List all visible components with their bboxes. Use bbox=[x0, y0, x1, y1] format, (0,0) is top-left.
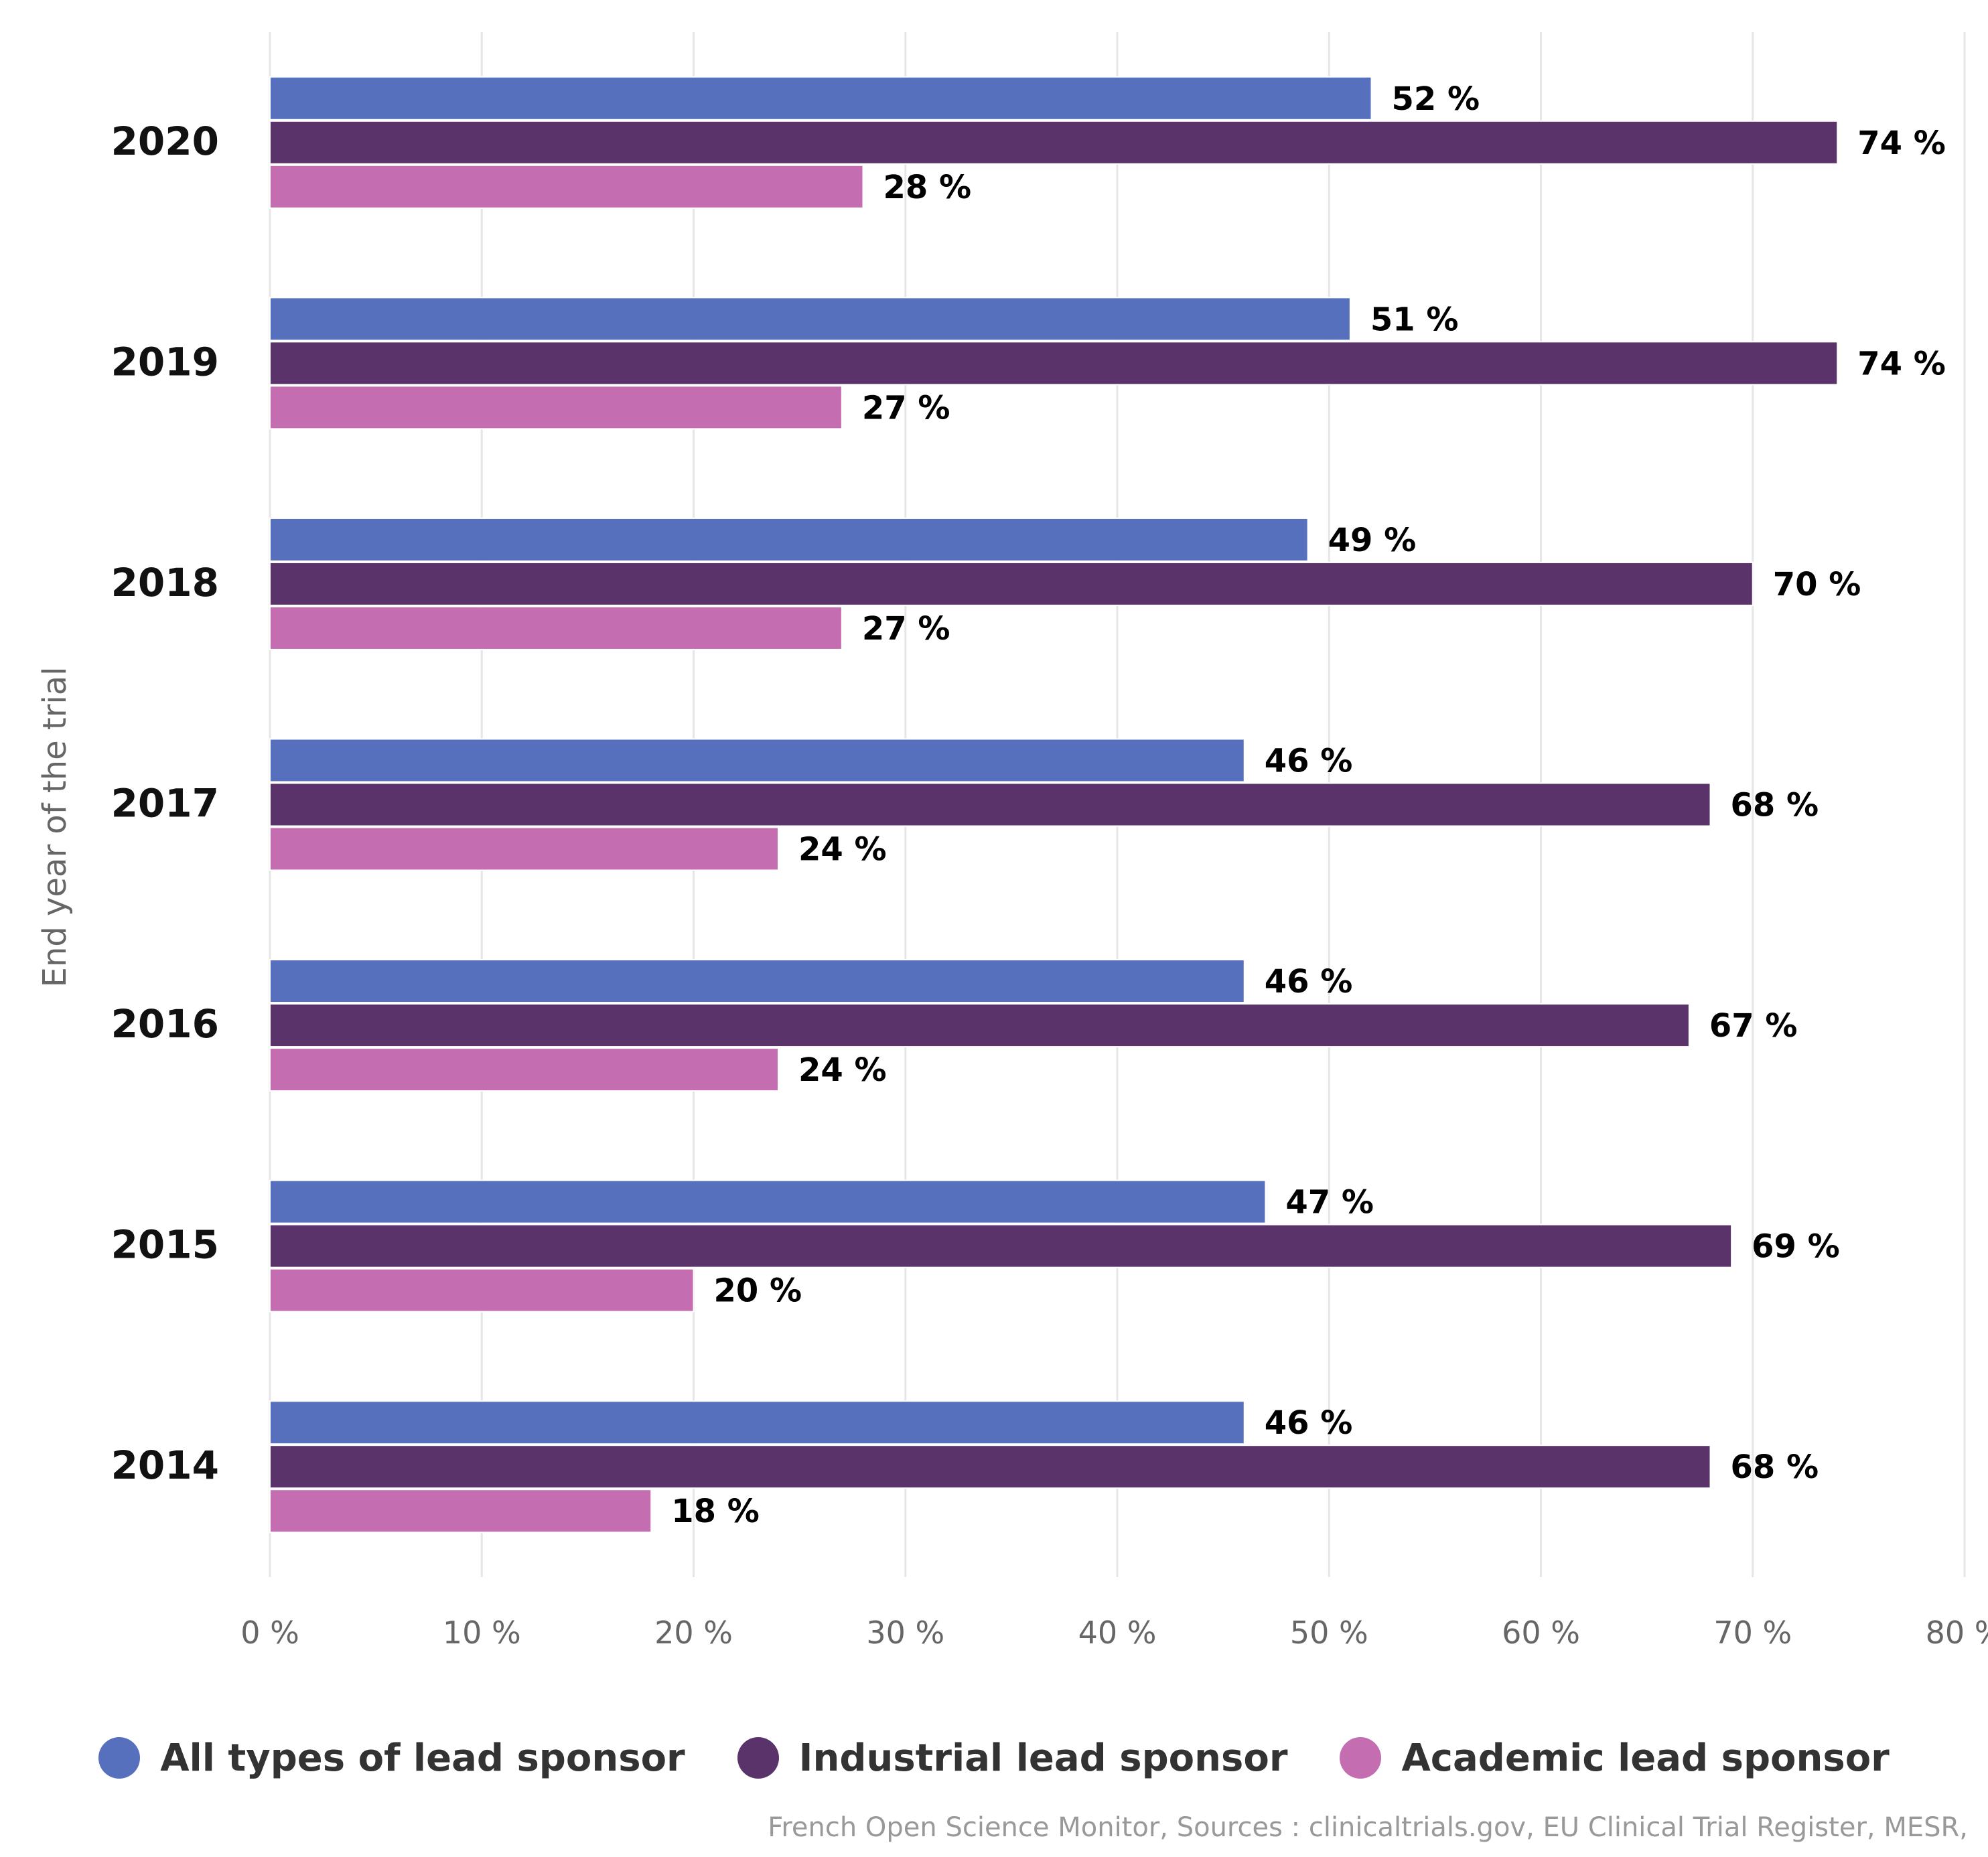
data-label: 68 % bbox=[1731, 787, 1819, 824]
category-label: 2018 bbox=[111, 560, 219, 605]
x-tick-label: 20 % bbox=[654, 1615, 733, 1651]
bar-academic-2019[interactable] bbox=[269, 385, 843, 430]
data-label: 18 % bbox=[671, 1493, 760, 1530]
bar-industrial-2015[interactable] bbox=[269, 1223, 1733, 1268]
data-label: 27 % bbox=[862, 610, 950, 648]
category-label: 2017 bbox=[111, 781, 219, 826]
bar-industrial-2017[interactable] bbox=[269, 782, 1711, 827]
legend-item-industrial[interactable]: Industrial lead sponsor bbox=[737, 1736, 1288, 1780]
bar-academic-2020[interactable] bbox=[269, 164, 864, 209]
bar-all-types-2020[interactable] bbox=[269, 76, 1372, 121]
data-label: 49 % bbox=[1328, 522, 1417, 559]
legend-marker-all-types bbox=[98, 1737, 141, 1779]
legend-marker-industrial bbox=[737, 1737, 779, 1779]
bar-industrial-2014[interactable] bbox=[269, 1444, 1711, 1489]
bar-all-types-2018[interactable] bbox=[269, 517, 1309, 562]
y-axis-title: End year of the trial bbox=[36, 666, 74, 988]
credits[interactable]: French Open Science Monitor, Sources : c… bbox=[768, 1812, 1968, 1843]
legend-item-academic[interactable]: Academic lead sponsor bbox=[1340, 1736, 1890, 1780]
data-label: 52 % bbox=[1392, 80, 1480, 118]
data-label: 46 % bbox=[1265, 743, 1353, 780]
data-label: 74 % bbox=[1857, 345, 1946, 382]
x-tick-labels: 0 % 10 % 20 % 30 % 40 % 50 % 60 % 70 % 80 % bbox=[240, 1615, 1988, 1651]
data-label: 20 % bbox=[714, 1272, 802, 1310]
data-label: 28 % bbox=[883, 169, 972, 206]
bar-all-types-2017[interactable] bbox=[269, 738, 1245, 783]
data-label: 51 % bbox=[1370, 301, 1459, 338]
category-label: 2016 bbox=[111, 1001, 219, 1047]
category-label: 2014 bbox=[111, 1442, 219, 1488]
x-tick-label: 30 % bbox=[866, 1615, 944, 1651]
legend-marker-academic bbox=[1340, 1737, 1382, 1779]
data-label: 74 % bbox=[1857, 125, 1946, 162]
x-tick-label: 0 % bbox=[240, 1615, 299, 1651]
bar-all-types-2019[interactable] bbox=[269, 297, 1351, 342]
data-label: 68 % bbox=[1731, 1449, 1819, 1486]
legend: All types of lead sponsor Industrial lea… bbox=[0, 1728, 1988, 1788]
x-tick-label: 60 % bbox=[1502, 1615, 1580, 1651]
bar-industrial-2018[interactable] bbox=[269, 561, 1754, 606]
category-labels: 2020 2019 2018 2017 2016 2015 2014 bbox=[111, 119, 219, 1488]
bars bbox=[269, 76, 1839, 1534]
data-label: 46 % bbox=[1265, 963, 1353, 1000]
bar-industrial-2020[interactable] bbox=[269, 120, 1839, 165]
data-label: 27 % bbox=[862, 389, 950, 427]
data-label: 67 % bbox=[1709, 1007, 1798, 1045]
bar-industrial-2019[interactable] bbox=[269, 341, 1839, 386]
bar-academic-2016[interactable] bbox=[269, 1047, 779, 1092]
legend-item-all-types[interactable]: All types of lead sponsor bbox=[98, 1736, 685, 1780]
bar-all-types-2014[interactable] bbox=[269, 1400, 1245, 1445]
bar-industrial-2016[interactable] bbox=[269, 1003, 1690, 1048]
data-label: 24 % bbox=[798, 831, 887, 869]
bar-all-types-2015[interactable] bbox=[269, 1179, 1267, 1224]
data-label: 47 % bbox=[1285, 1184, 1374, 1221]
bar-academic-2015[interactable] bbox=[269, 1268, 695, 1313]
data-label: 70 % bbox=[1773, 566, 1861, 603]
bar-academic-2018[interactable] bbox=[269, 605, 843, 650]
legend-label-industrial: Industrial lead sponsor bbox=[798, 1736, 1288, 1780]
category-label: 2020 bbox=[111, 119, 219, 164]
legend-label-all-types: All types of lead sponsor bbox=[160, 1736, 685, 1780]
x-tick-label: 50 % bbox=[1290, 1615, 1368, 1651]
x-tick-label: 70 % bbox=[1713, 1615, 1792, 1651]
x-tick-label: 40 % bbox=[1078, 1615, 1157, 1651]
bar-academic-2014[interactable] bbox=[269, 1489, 652, 1534]
x-tick-label: 10 % bbox=[443, 1615, 521, 1651]
data-label: 69 % bbox=[1752, 1228, 1840, 1266]
category-label: 2015 bbox=[111, 1222, 219, 1268]
bar-all-types-2016[interactable] bbox=[269, 959, 1245, 1004]
category-label: 2019 bbox=[111, 339, 219, 384]
data-labels: 52 % 74 % 28 % 51 % 74 % 27 % 49 % 70 % 27 % 46 %… bbox=[671, 80, 1946, 1530]
data-label: 24 % bbox=[798, 1051, 887, 1089]
bar-academic-2017[interactable] bbox=[269, 826, 779, 871]
data-label: 46 % bbox=[1265, 1404, 1353, 1442]
x-tick-label: 80 % bbox=[1926, 1615, 1988, 1651]
legend-label-academic: Academic lead sponsor bbox=[1401, 1736, 1890, 1780]
